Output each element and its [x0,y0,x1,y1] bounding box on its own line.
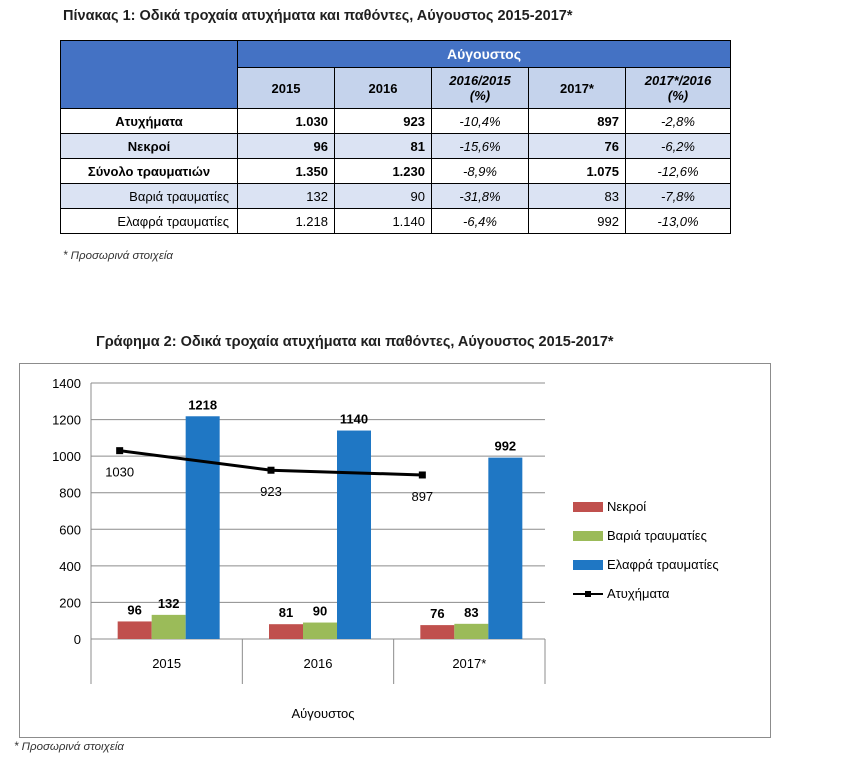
row-label: Ελαφρά τραυματίες [60,208,238,234]
x-tick-label: 2016 [304,656,333,671]
y-tick-label: 1000 [52,449,81,464]
group-header: Αύγουστος [237,40,731,68]
data-label: 1140 [340,412,368,427]
table-row: Σύνολο τραυματιών 1.350 1.230 -8,9% 1.07… [60,158,731,184]
legend-item: Νεκροί [573,499,646,514]
accidents-table: Αύγουστος 2015 2016 2016/2015 (%) 2017* 2… [60,40,731,234]
table-cell: 1.218 [237,208,335,234]
table-cell: -6,2% [625,133,731,159]
table-cell: -31,8% [431,183,529,209]
table-cell: 90 [334,183,432,209]
line-marker [267,466,275,474]
col-header: 2017*/2016 (%) [625,67,731,109]
legend-item: Βαριά τραυματίες [573,528,707,543]
table-row: Ελαφρά τραυματίες 1.218 1.140 -6,4% 992 … [60,208,731,234]
bar [303,622,337,639]
legend-label: Νεκροί [607,499,647,514]
bar [269,624,303,639]
y-tick-label: 400 [59,559,81,574]
col-header: 2016 [334,67,432,109]
data-label: 992 [494,439,516,454]
line-label: 923 [260,484,282,499]
table-cell: 897 [528,108,626,134]
y-tick-label: 600 [59,522,81,537]
table-cell: 1.140 [334,208,432,234]
table-cell: -12,6% [625,158,731,184]
bar [151,614,186,639]
table-cell: -10,4% [431,108,529,134]
table-cell: 81 [334,133,432,159]
col-header: 2015 [237,67,335,109]
chart-footnote: * Προσωρινά στοιχεία [14,741,124,753]
table-cell: -13,0% [625,208,731,234]
legend-item: Ελαφρά τραυματίες [573,557,719,572]
table-cell: -8,9% [431,158,529,184]
data-label: 81 [279,605,293,620]
data-label: 76 [430,606,444,621]
y-tick-label: 0 [74,632,81,647]
legend-item: Ατυχήματα [573,586,669,601]
data-label: 83 [464,605,478,620]
x-tick-label: 2015 [152,656,181,671]
legend-label: Ατυχήματα [607,586,670,601]
row-label: Ατυχήματα [60,108,238,134]
table-row: Βαριά τραυματίες 132 90 -31,8% 83 -7,8% [60,183,731,209]
table-cell: 76 [528,133,626,159]
legend-swatch [573,530,603,541]
line-marker [418,471,426,479]
table-cell: 1.230 [334,158,432,184]
bar [185,416,220,639]
table-cell: 96 [237,133,335,159]
table-cell: -15,6% [431,133,529,159]
legend-swatch [573,501,603,512]
legend-label: Βαριά τραυματίες [607,528,707,543]
table-cell: 923 [334,108,432,134]
chart-title: Γράφημα 2: Οδικά τροχαία ατυχήματα και π… [96,334,614,350]
legend-swatch [573,589,603,599]
bar [454,623,489,639]
table-cell: 132 [237,183,335,209]
line-label: 1030 [105,465,134,480]
chart-svg: 0 200 400 600 800 1000 1200 1400 2015 2016 2017* Αύ… [52,376,546,721]
data-label: 1218 [188,397,217,412]
y-tick-label: 1200 [52,413,81,428]
bar [117,621,152,639]
table-cell: 1.075 [528,158,626,184]
table-cell: -7,8% [625,183,731,209]
line-label: 897 [411,489,433,504]
bar [488,457,523,639]
table-title: Πίνακας 1: Οδικά τροχαία ατυχήματα και π… [63,8,573,24]
table-cell: -2,8% [625,108,731,134]
y-tick-label: 200 [59,595,81,610]
legend-swatch [573,559,603,570]
data-label: 96 [127,602,141,617]
table-cell: 83 [528,183,626,209]
row-label: Βαριά τραυματίες [60,183,238,209]
table-cell: -6,4% [431,208,529,234]
data-label: 90 [313,604,327,619]
x-tick-label: 2017* [452,656,486,671]
x-axis-title: Αύγουστος [291,706,354,721]
table-footnote: * Προσωρινά στοιχεία [63,250,173,262]
col-header: 2017* [528,67,626,109]
row-label: Σύνολο τραυματιών [60,158,238,184]
col-header: 2016/2015 (%) [431,67,529,109]
bar [337,430,371,639]
table-corner [60,40,238,109]
table-cell: 1.350 [237,158,335,184]
y-tick-label: 800 [59,486,81,501]
bar [420,625,455,639]
data-label: 132 [158,596,180,611]
table-cell: 992 [528,208,626,234]
table-row: Ατυχήματα 1.030 923 -10,4% 897 -2,8% [60,108,731,134]
table-cell: 1.030 [237,108,335,134]
y-tick-label: 1400 [52,376,81,391]
table-row: Νεκροί 96 81 -15,6% 76 -6,2% [60,133,731,159]
row-label: Νεκροί [60,133,238,159]
legend-label: Ελαφρά τραυματίες [607,557,719,572]
line-marker [116,447,124,455]
chart-frame: 0 200 400 600 800 1000 1200 1400 2015 2016 2017* Αύ… [19,363,771,738]
